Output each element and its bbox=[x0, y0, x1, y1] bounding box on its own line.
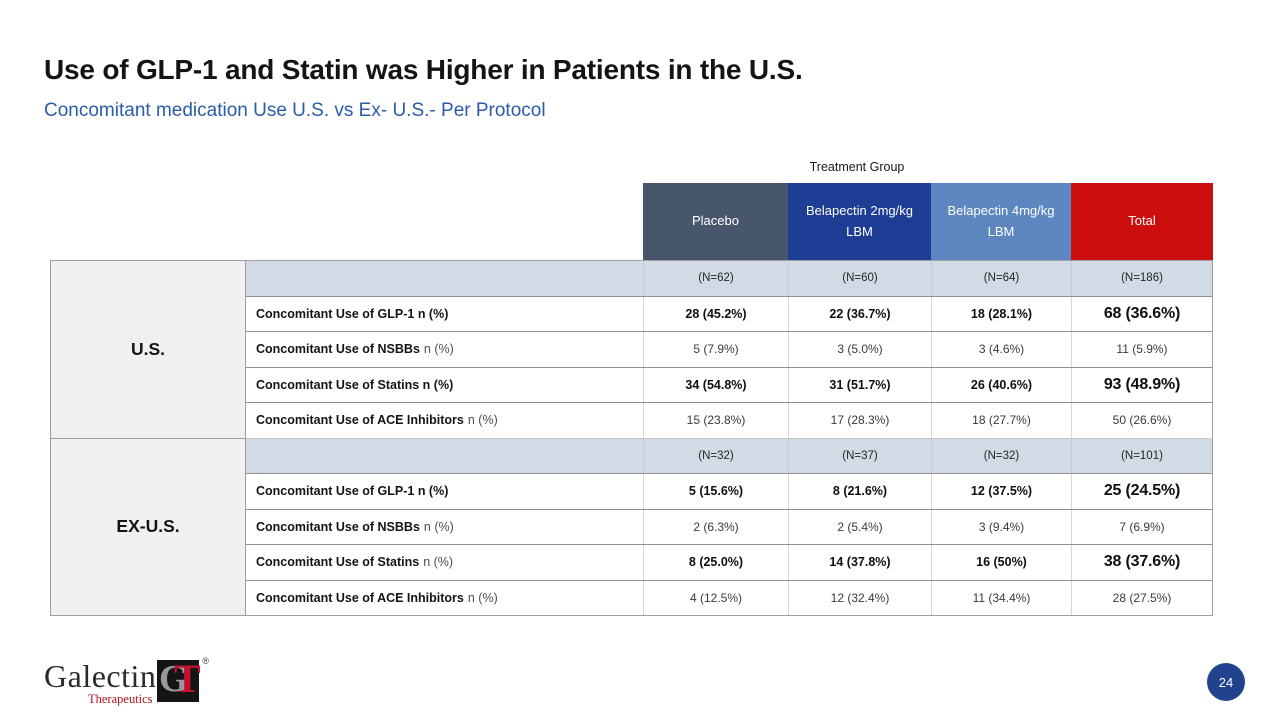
cell-belapectin-4mg: (N=64) bbox=[931, 261, 1071, 296]
galectin-monogram-icon: G T ® bbox=[157, 656, 209, 702]
cell-placebo: 5 (15.6%) bbox=[643, 474, 788, 509]
row-label-rest: n (%) bbox=[423, 555, 454, 570]
row-label-rest: n (%) bbox=[467, 413, 498, 428]
table-row-us-ace: Concomitant Use of ACE Inhibitors n (%) … bbox=[246, 403, 1213, 439]
cell-belapectin-2mg: 14 (37.8%) bbox=[788, 545, 931, 580]
cell-belapectin-2mg: (N=60) bbox=[788, 261, 931, 296]
cell-belapectin-4mg: 3 (9.4%) bbox=[931, 509, 1071, 544]
row-label-bold: Concomitant Use of GLP-1 n (%) bbox=[256, 306, 449, 321]
page-subtitle: Concomitant medication Use U.S. vs Ex- U… bbox=[44, 100, 546, 121]
logo-subtext: Therapeutics bbox=[88, 692, 153, 706]
table-row-us-nsbbs: Concomitant Use of NSBBs n (%) 5 (7.9%) … bbox=[246, 332, 1213, 368]
cell-placebo: 15 (23.8%) bbox=[643, 403, 788, 438]
cell-total: 93 (48.9%) bbox=[1071, 367, 1213, 402]
cell-belapectin-4mg: 26 (40.6%) bbox=[931, 367, 1071, 402]
row-label-bold: Concomitant Use of Statins n (%) bbox=[256, 377, 454, 392]
table-row-exus-nsbbs: Concomitant Use of NSBBs n (%) 2 (6.3%) … bbox=[246, 509, 1213, 545]
region-label-us: U.S. bbox=[51, 261, 246, 439]
registered-mark-icon: ® bbox=[202, 656, 209, 666]
row-label-bold: Concomitant Use of GLP-1 n (%) bbox=[256, 484, 449, 499]
row-label-cell: Concomitant Use of NSBBs n (%) bbox=[246, 510, 643, 545]
cell-placebo: 5 (7.9%) bbox=[643, 332, 788, 367]
row-label-rest: n (%) bbox=[423, 519, 454, 534]
row-label-bold: Concomitant Use of ACE Inhibitors bbox=[256, 413, 464, 428]
row-label-cell: Concomitant Use of GLP-1 n (%) bbox=[246, 297, 643, 332]
monogram-t: T bbox=[174, 656, 201, 701]
row-label-cell: Concomitant Use of NSBBs n (%) bbox=[246, 332, 643, 367]
cell-placebo: 8 (25.0%) bbox=[643, 545, 788, 580]
row-label-cell: Concomitant Use of GLP-1 n (%) bbox=[246, 474, 643, 509]
treatment-group-header: Treatment Group bbox=[809, 160, 905, 174]
col-header-placebo: Placebo bbox=[643, 183, 788, 260]
cell-belapectin-4mg: 18 (27.7%) bbox=[931, 403, 1071, 438]
table-row-exus-n: (N=32) (N=37) (N=32) (N=101) bbox=[246, 438, 1213, 474]
cell-total: 25 (24.5%) bbox=[1071, 474, 1213, 509]
cell-total: 11 (5.9%) bbox=[1071, 332, 1213, 367]
table-row-exus-ace: Concomitant Use of ACE Inhibitors n (%) … bbox=[246, 580, 1213, 616]
galectin-logo: Galectin Therapeutics G T ® bbox=[44, 656, 254, 708]
cell-total: 28 (27.5%) bbox=[1071, 580, 1213, 615]
cell-placebo: (N=32) bbox=[643, 438, 788, 473]
cell-placebo: 34 (54.8%) bbox=[643, 367, 788, 402]
row-label-bold: Concomitant Use of ACE Inhibitors bbox=[256, 590, 464, 605]
col-header-total: Total bbox=[1071, 183, 1213, 260]
row-label-bold: Concomitant Use of NSBBs bbox=[256, 342, 420, 357]
cell-belapectin-4mg: 11 (34.4%) bbox=[931, 580, 1071, 615]
cell-belapectin-4mg: 3 (4.6%) bbox=[931, 332, 1071, 367]
table-row-us-n: (N=62) (N=60) (N=64) (N=186) bbox=[246, 261, 1213, 297]
row-label-cell bbox=[246, 439, 643, 474]
cell-total: 50 (26.6%) bbox=[1071, 403, 1213, 438]
cell-total: 7 (6.9%) bbox=[1071, 509, 1213, 544]
cell-placebo: 28 (45.2%) bbox=[643, 296, 788, 331]
row-label-cell bbox=[246, 261, 643, 296]
cell-total: (N=186) bbox=[1071, 261, 1213, 296]
column-header-row: Placebo Belapectin 2mg/kg LBM Belapectin… bbox=[643, 183, 1213, 260]
monogram-g: G bbox=[159, 658, 189, 700]
page-title: Use of GLP-1 and Statin was Higher in Pa… bbox=[44, 54, 803, 85]
col-header-belapectin-2mg: Belapectin 2mg/kg LBM bbox=[788, 183, 931, 260]
cell-total: 68 (36.6%) bbox=[1071, 296, 1213, 331]
row-label-rest: n (%) bbox=[467, 590, 498, 605]
page-number-badge: 24 bbox=[1207, 663, 1245, 701]
region-label-ex-us: EX-U.S. bbox=[51, 438, 246, 616]
cell-belapectin-4mg: (N=32) bbox=[931, 438, 1071, 473]
cell-total: 38 (37.6%) bbox=[1071, 545, 1213, 580]
cell-belapectin-2mg: 17 (28.3%) bbox=[788, 403, 931, 438]
cell-belapectin-4mg: 18 (28.1%) bbox=[931, 296, 1071, 331]
row-label-cell: Concomitant Use of Statins n (%) bbox=[246, 545, 643, 580]
cell-belapectin-2mg: 3 (5.0%) bbox=[788, 332, 931, 367]
cell-total: (N=101) bbox=[1071, 438, 1213, 473]
cell-placebo: 2 (6.3%) bbox=[643, 509, 788, 544]
logo-wordmark: Galectin bbox=[44, 658, 157, 694]
row-label-cell: Concomitant Use of ACE Inhibitors n (%) bbox=[246, 581, 643, 616]
cell-belapectin-4mg: 12 (37.5%) bbox=[931, 474, 1071, 509]
cell-placebo: 4 (12.5%) bbox=[643, 580, 788, 615]
row-label-cell: Concomitant Use of Statins n (%) bbox=[246, 368, 643, 403]
row-label-bold: Concomitant Use of Statins bbox=[256, 555, 420, 570]
table-body: U.S. EX-U.S. (N=62) (N=60) (N=64) (N=186… bbox=[50, 260, 1213, 616]
row-label-rest: n (%) bbox=[423, 342, 454, 357]
cell-belapectin-2mg: (N=37) bbox=[788, 438, 931, 473]
region-label-column: U.S. EX-U.S. bbox=[50, 261, 246, 616]
cell-belapectin-2mg: 31 (51.7%) bbox=[788, 367, 931, 402]
cell-belapectin-2mg: 8 (21.6%) bbox=[788, 474, 931, 509]
col-header-belapectin-4mg: Belapectin 4mg/kg LBM bbox=[931, 183, 1071, 260]
table-row-exus-statins: Concomitant Use of Statins n (%) 8 (25.0… bbox=[246, 545, 1213, 581]
table-row-us-glp1: Concomitant Use of GLP-1 n (%) 28 (45.2%… bbox=[246, 296, 1213, 332]
cell-placebo: (N=62) bbox=[643, 261, 788, 296]
cell-belapectin-4mg: 16 (50%) bbox=[931, 545, 1071, 580]
cell-belapectin-2mg: 2 (5.4%) bbox=[788, 509, 931, 544]
table-row-us-statins: Concomitant Use of Statins n (%) 34 (54.… bbox=[246, 367, 1213, 403]
cell-belapectin-2mg: 22 (36.7%) bbox=[788, 296, 931, 331]
row-label-bold: Concomitant Use of NSBBs bbox=[256, 519, 420, 534]
table-row-exus-glp1: Concomitant Use of GLP-1 n (%) 5 (15.6%)… bbox=[246, 474, 1213, 510]
cell-belapectin-2mg: 12 (32.4%) bbox=[788, 580, 931, 615]
data-rows: (N=62) (N=60) (N=64) (N=186) Concomitant… bbox=[246, 261, 1213, 616]
concomitant-medication-table: Treatment Group Placebo Belapectin 2mg/k… bbox=[50, 155, 1213, 616]
row-label-cell: Concomitant Use of ACE Inhibitors n (%) bbox=[246, 403, 643, 438]
